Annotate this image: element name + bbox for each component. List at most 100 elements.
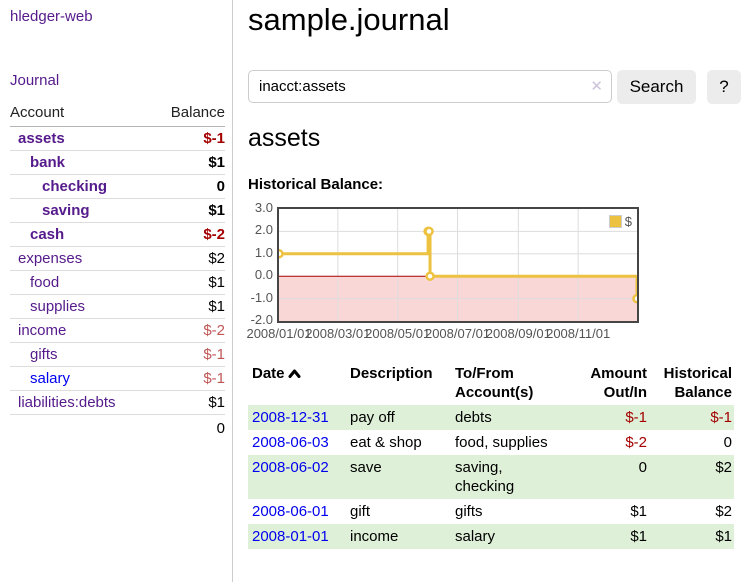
account-balance: $-2 [152,222,225,247]
transaction-accounts: saving, checking [455,459,515,495]
account-heading: assets [248,124,321,152]
legend-swatch [608,215,622,228]
transaction-date-link[interactable]: 2008-06-02 [252,459,329,476]
balance-column-header: Balance [152,100,225,127]
y-tick-label: 3.0 [254,200,273,215]
account-link-supplies[interactable]: supplies [30,298,86,315]
transaction-amount: $1 [630,503,647,520]
account-row: income $-2 [10,318,225,343]
chart-plot-area: $ [277,207,639,323]
account-row: bank $1 [10,150,225,175]
account-row: supplies $1 [10,294,225,319]
transaction-balance: $2 [715,459,732,476]
transaction-accounts: debts [455,409,492,426]
account-balance: $-2 [152,318,225,343]
x-tick-label: 2008/05/01 [365,326,431,341]
sidebar-item-journal[interactable]: Journal [10,72,60,89]
account-column-header: Account [10,100,153,127]
accounts-total-row: 0 [10,414,225,440]
transaction-amount: 0 [638,459,647,476]
transaction-date-link[interactable]: 2008-01-01 [252,528,329,545]
accounts-total-value: 0 [152,414,225,440]
account-link-gifts[interactable]: gifts [30,346,58,363]
transaction-description: eat & shop [350,434,422,451]
transaction-description: save [350,459,382,476]
account-link-expenses[interactable]: expenses [18,250,83,267]
accounts-table: Account Balance assets $-1 bank $1 check… [10,100,225,440]
search-form: ✕ Search ? [248,70,742,104]
legend-label: $ [624,214,632,229]
main-content: sample.journal ✕ Search ? assets Histori… [246,0,742,582]
register-header-row: Date Description To/From Account(s) Amou… [248,362,734,405]
balance-column-header: Historical Balance [663,365,732,401]
transaction-amount: $1 [630,528,647,545]
transaction-row[interactable]: 2008-01-01 income salary $1 $1 [248,524,734,549]
account-balance: $1 [152,390,225,415]
transaction-balance: $2 [715,503,732,520]
account-row: food $1 [10,270,225,295]
account-link-liabilities-debts[interactable]: liabilities:debts [18,394,116,411]
chart-title: Historical Balance: [248,176,384,193]
transaction-balance: $-1 [710,409,732,426]
transaction-row[interactable]: 2008-06-02 save saving, checking 0 $2 [248,455,734,499]
y-tick-label: 2.0 [254,222,273,238]
x-tick-label: 2008/09/01 [485,326,551,341]
account-link-income[interactable]: income [18,322,67,339]
date-column-header[interactable]: Date [248,362,346,405]
chart-legend: $ [608,214,632,229]
account-row: saving $1 [10,198,225,223]
account-link-cash[interactable]: cash [30,226,65,243]
transaction-description: income [350,528,399,545]
tofrom-column-header: To/From Account(s) [455,365,534,401]
transaction-accounts: food, supplies [455,434,548,451]
account-link-assets[interactable]: assets [18,130,65,147]
account-balance: $2 [152,246,225,271]
x-tick-label: 2008/01/01 [246,326,312,341]
transaction-amount: $-1 [625,409,647,426]
transaction-description: pay off [350,409,395,426]
account-link-bank[interactable]: bank [30,154,66,171]
y-tick-label: -2.0 [250,312,273,327]
help-button[interactable]: ? [707,70,741,104]
brand-link[interactable]: hledger-web [10,8,93,25]
account-link-food[interactable]: food [30,274,60,291]
account-row: cash $-2 [10,222,225,247]
y-tick-label: 0.0 [254,267,273,283]
x-tick-label: 2008/11/01 [546,326,611,341]
clear-search-icon[interactable]: ✕ [590,78,603,95]
register-table: Date Description To/From Account(s) Amou… [248,362,734,549]
account-row: expenses $2 [10,246,225,271]
transaction-amount: $-2 [625,434,647,451]
search-input[interactable] [248,70,612,103]
account-balance: $1 [152,270,225,295]
search-button[interactable]: Search [617,70,696,104]
account-link-saving[interactable]: saving [42,202,90,219]
account-link-salary[interactable]: salary [30,370,71,387]
y-tick-label: 1.0 [254,244,273,260]
transaction-row[interactable]: 2008-06-01 gift gifts $1 $2 [248,499,734,524]
amount-column-header: Amount Out/In [590,365,647,401]
account-balance: 0 [152,174,225,199]
account-balance: $1 [152,294,225,319]
account-link-checking[interactable]: checking [42,178,108,195]
description-column-header: Description [350,365,433,382]
x-tick-label: 2008/07/01 [424,326,491,341]
transaction-row[interactable]: 2008-12-31 pay off debts $-1 $-1 [248,405,734,430]
accounts-header-row: Account Balance [10,100,225,127]
transaction-accounts: gifts [455,503,483,520]
page-title: sample.journal [248,2,450,37]
account-balance: $-1 [152,366,225,391]
chart-plot-svg [279,209,637,321]
account-balance: $1 [152,150,225,175]
account-balance: $-1 [152,126,225,151]
transaction-accounts: salary [455,528,496,545]
account-row: salary $-1 [10,366,225,391]
transaction-balance: $1 [715,528,732,545]
transaction-row[interactable]: 2008-06-03 eat & shop food, supplies $-2… [248,430,734,455]
transaction-date-link[interactable]: 2008-12-31 [252,409,329,426]
historical-balance-chart: 3.0 2.0 1.0 0.0 -1.0 -2.0 $ 2008/01/01 2008/03… [246,200,668,345]
transaction-date-link[interactable]: 2008-06-03 [252,434,329,451]
x-tick-label: 2008/03/01 [305,326,371,341]
transaction-date-link[interactable]: 2008-06-01 [252,503,329,520]
sort-ascending-icon [288,369,301,378]
